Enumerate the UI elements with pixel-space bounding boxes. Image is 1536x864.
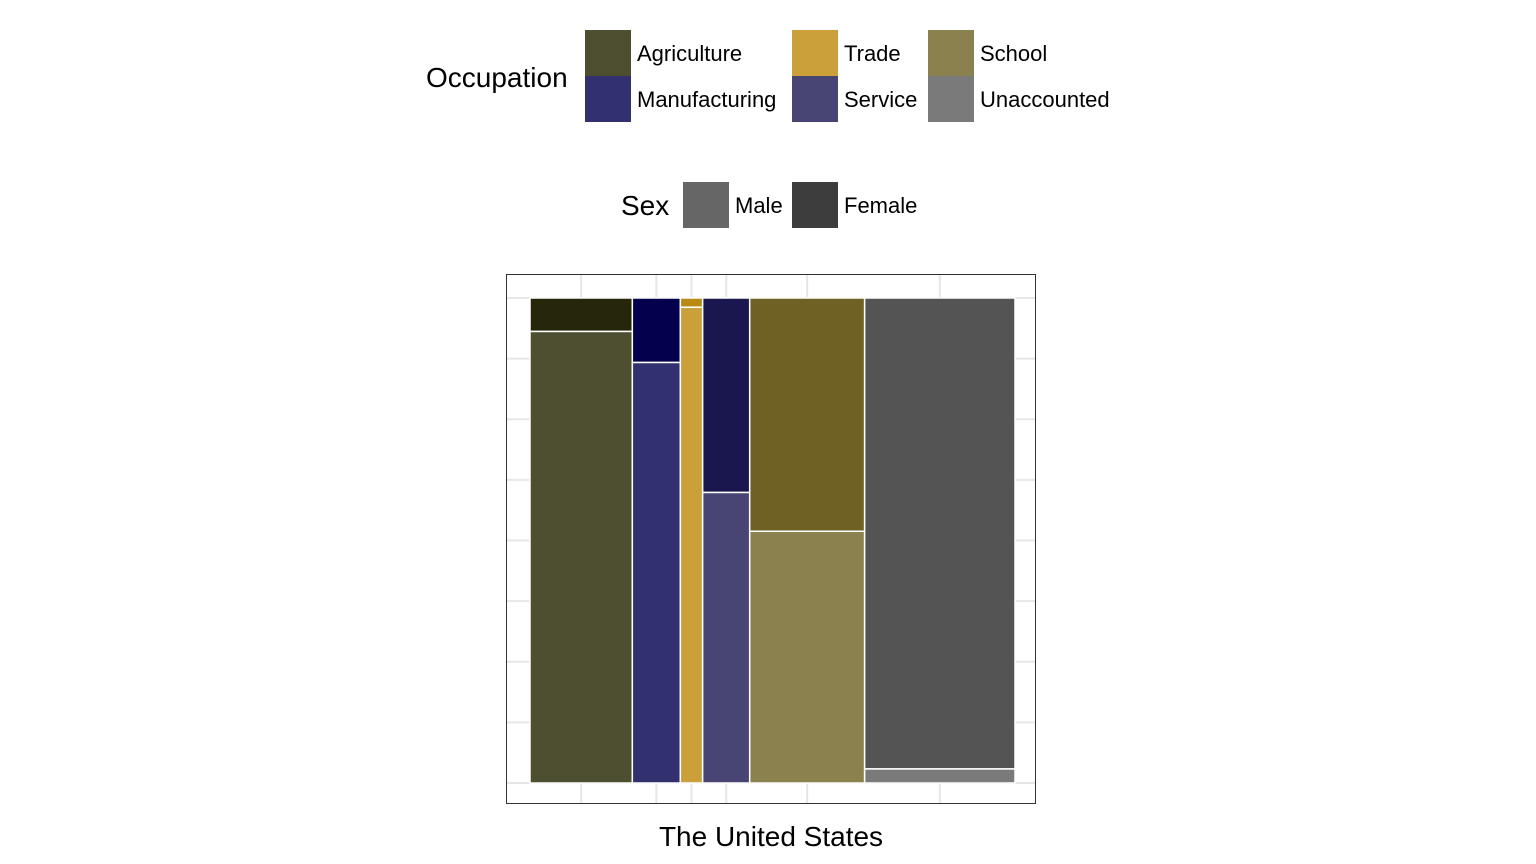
legend-key-female: [792, 182, 838, 228]
mosaic-tiles: [529, 297, 1016, 784]
tile-unaccounted-female: [863, 297, 1016, 770]
legend-label-trade: Trade: [844, 41, 901, 66]
tile-manufacturing-male: [631, 361, 682, 784]
tile-service-male: [701, 491, 751, 784]
tile-agriculture-male: [529, 330, 634, 784]
tile-service-female: [701, 297, 751, 494]
legend-label-school: School: [980, 41, 1048, 66]
legend-occupation-title: Occupation: [426, 62, 568, 93]
legend-label-male: Male: [735, 193, 783, 218]
legend-label-manufacturing: Manufacturing: [637, 87, 777, 112]
legend-key-manufacturing: [585, 76, 631, 122]
tile-trade-male: [679, 306, 704, 784]
legend-label-agriculture: Agriculture: [637, 41, 743, 66]
tile-unaccounted-male: [863, 768, 1016, 784]
legend-key-service: [792, 76, 838, 122]
plot-panel: [506, 274, 1036, 804]
tile-agriculture-female: [529, 297, 634, 333]
mosaic-chart: [507, 275, 1035, 803]
legend-key-agriculture: [585, 30, 631, 76]
legend-key-male: [683, 182, 729, 228]
legend-label-unaccounted: Unaccounted: [980, 87, 1110, 112]
legend-label-service: Service: [844, 87, 918, 112]
tile-manufacturing-female: [631, 297, 682, 364]
tile-school-male: [748, 530, 866, 784]
legend-sex-title: Sex: [621, 190, 670, 221]
legend-label-female: Female: [844, 193, 918, 218]
tile-school-female: [748, 297, 866, 533]
legend-key-school: [928, 30, 974, 76]
legend-key-trade: [792, 30, 838, 76]
legend-key-unaccounted: [928, 76, 974, 122]
x-axis-title: The United States: [658, 821, 884, 852]
tile-trade-female: [679, 297, 704, 308]
